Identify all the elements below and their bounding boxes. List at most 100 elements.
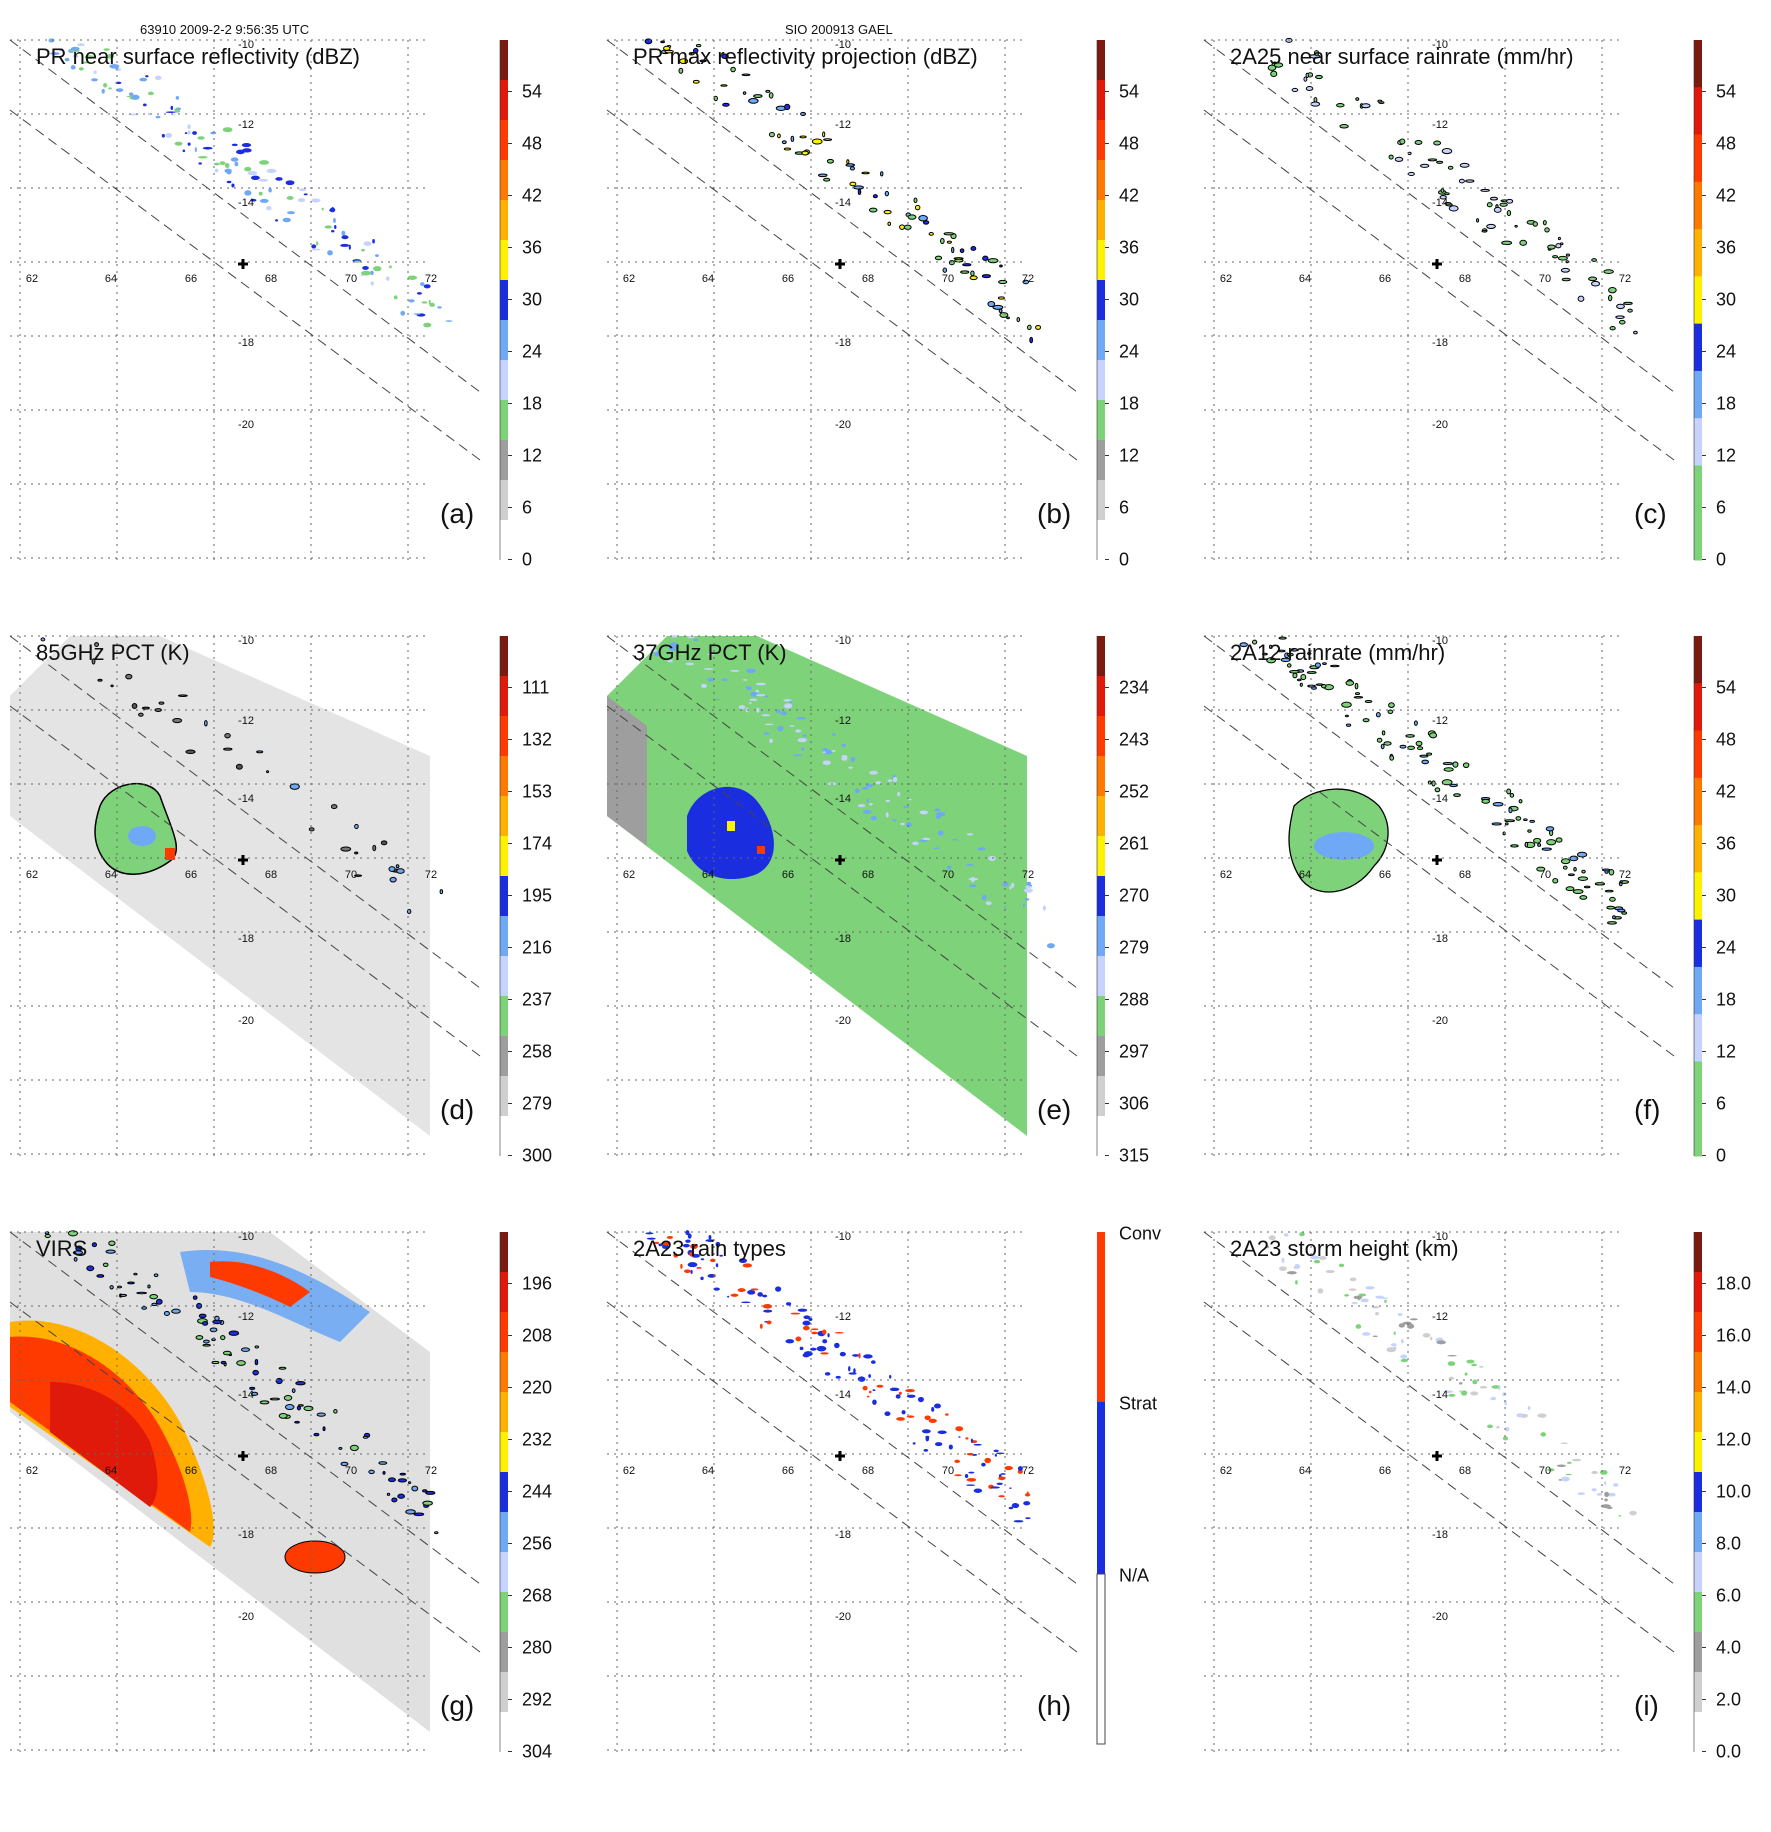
rain-cell: [1393, 1331, 1396, 1335]
colorbar-tick: 279: [522, 1093, 553, 1113]
rain-cell: [861, 786, 869, 790]
rain-cell: [1441, 148, 1453, 155]
rain-cell: [835, 1375, 841, 1379]
rain-cell: [1286, 652, 1294, 657]
rain-cell: [158, 701, 165, 705]
storm-center-marker: [1432, 855, 1442, 865]
rain-cell: [1376, 737, 1383, 743]
colorbar-tick: 237: [522, 989, 553, 1009]
rain-cell: [1375, 1295, 1384, 1299]
rain-cell: [934, 255, 943, 261]
rain-cell: [48, 38, 55, 43]
rain-cell: [687, 1262, 698, 1268]
rain-cell: [685, 662, 695, 666]
rain-cell: [285, 180, 295, 186]
rain-cell: [421, 301, 428, 304]
rain-cell: [370, 270, 374, 276]
rain-cell: [187, 142, 191, 146]
rain-cell: [887, 779, 893, 782]
rain-cell: [1606, 905, 1616, 910]
colorbar-tick: 6.0: [1716, 1585, 1742, 1605]
rain-cell: [1362, 718, 1370, 723]
rain-area-moderate: [1314, 832, 1374, 860]
rain-cell: [1444, 202, 1452, 205]
lat-tick-label: -18: [1432, 933, 1448, 945]
rain-cell: [1486, 223, 1496, 229]
rain-cell: [995, 1452, 1005, 1455]
lat-tick-label: -18: [835, 1529, 851, 1541]
lat-tick-label: -20: [835, 419, 851, 431]
rain-cell: [106, 54, 115, 59]
rain-cell: [171, 1308, 181, 1314]
rain-cell: [1421, 759, 1429, 765]
rain-cell: [1609, 326, 1616, 331]
swath-edge: [1203, 39, 1675, 393]
lon-tick-label: 72: [425, 869, 437, 881]
rain-cell: [1270, 70, 1278, 78]
colorbar-tick: 12: [1716, 445, 1737, 465]
rain-cell: [889, 1374, 892, 1379]
rain-cell: [913, 197, 918, 204]
rain-cell: [136, 1291, 148, 1295]
rain-cell: [258, 191, 263, 196]
rain-cell: [922, 837, 931, 841]
rain-cell: [250, 175, 260, 180]
rain-cell: [973, 1488, 983, 1493]
rain-cell: [275, 1377, 283, 1385]
rain-cell: [1381, 730, 1386, 736]
rain-cell: [713, 95, 718, 102]
rain-cell: [763, 695, 769, 698]
colorbar-tick: 10.0: [1716, 1481, 1752, 1501]
lon-tick-label: 70: [942, 869, 954, 881]
colorbar-swatch: [1694, 1712, 1702, 1753]
lon-tick-label: 66: [185, 869, 197, 881]
rain-cell: [78, 67, 84, 71]
rain-cell: [228, 1330, 240, 1336]
rain-cell: [1577, 876, 1589, 881]
rain-cell: [127, 1281, 135, 1285]
rain-cell: [817, 173, 828, 178]
colorbar-tick: 54: [1119, 81, 1140, 101]
lon-tick-label: 66: [782, 869, 794, 881]
rain-cell: [870, 1360, 876, 1364]
rain-cell: [1480, 188, 1490, 192]
rain-cell: [1565, 886, 1575, 892]
rain-cell: [684, 1269, 691, 1274]
rain-cell: [145, 75, 149, 78]
rain-cell: [822, 131, 826, 138]
lon-tick-label: 62: [26, 273, 38, 285]
colorbar: 54 48 42 36 30 24 18 12 6 0: [1096, 40, 1197, 569]
colorbar-tick: 132: [522, 729, 553, 749]
rain-cell: [429, 302, 435, 307]
rain-cell: [1509, 792, 1515, 798]
rain-cell: [730, 66, 736, 73]
rain-cell: [1436, 1340, 1446, 1345]
rain-cell: [918, 839, 928, 842]
rain-cell: [368, 1469, 375, 1475]
lat-tick-label: -18: [238, 337, 254, 349]
rain-cell: [1267, 64, 1277, 71]
lat-tick-label: -18: [238, 1529, 254, 1541]
rain-cell: [149, 1294, 159, 1300]
rain-cell: [876, 1384, 884, 1388]
rain-cell: [661, 1241, 671, 1246]
panel-e: 62 64 66 68 70 72 -10 -12 -14 -18 -20 37GHz PCT (K…: [606, 635, 1207, 1236]
rain-cell: [1000, 1473, 1006, 1475]
rain-cell: [70, 65, 76, 70]
rain-cell: [1448, 1393, 1456, 1397]
rain-cell: [1541, 847, 1552, 851]
colorbar-swatch: [1694, 512, 1702, 561]
rain-cell: [373, 265, 382, 272]
rain-cell: [187, 124, 191, 129]
colorbar-swatch: [1694, 1592, 1702, 1633]
rain-cell: [988, 855, 996, 861]
rain-cell: [858, 1352, 861, 1359]
colorbar-swatches: [1096, 1232, 1106, 1745]
rain-cell: [831, 749, 836, 752]
colorbar-tick: 6: [1716, 1093, 1727, 1113]
colorbar-swatch: [500, 796, 508, 837]
lat-tick-label: -20: [238, 1611, 254, 1623]
colorbar-swatch: [500, 876, 508, 917]
colorbar-swatch: [500, 1036, 508, 1077]
colorbar-swatch: [1694, 1352, 1702, 1393]
